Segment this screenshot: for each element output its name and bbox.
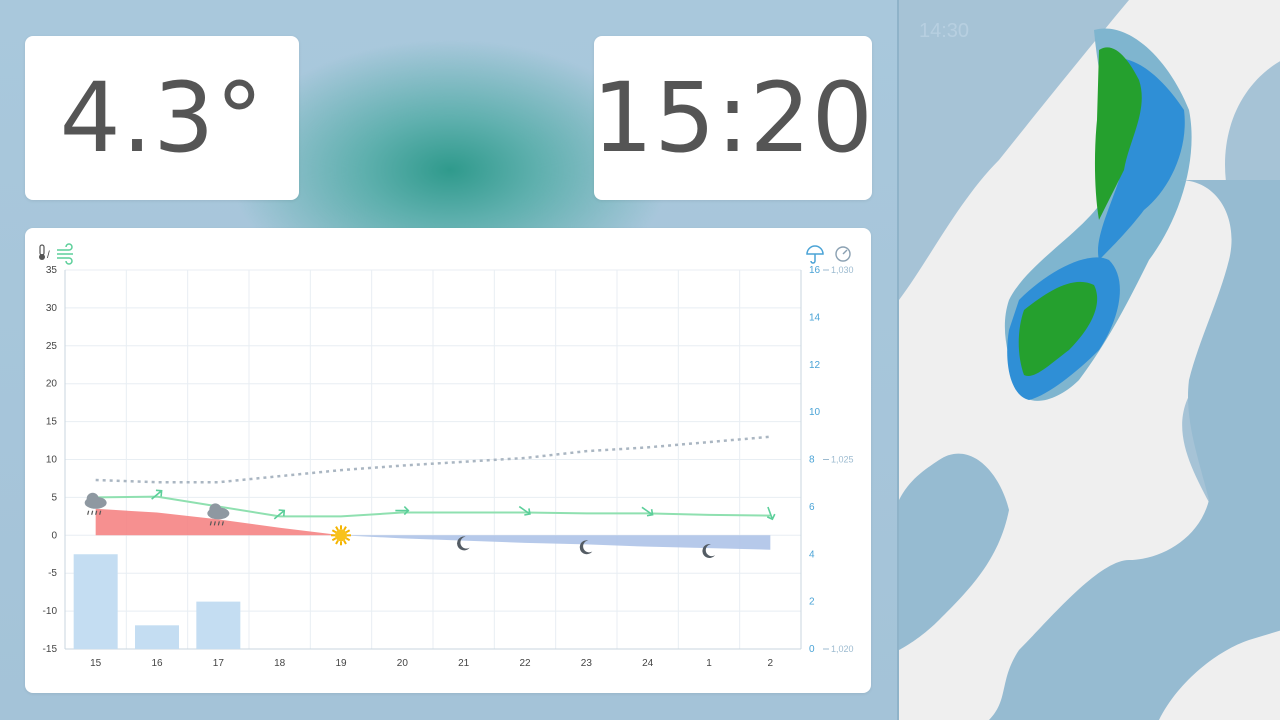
rain-drop [221, 521, 224, 526]
wind-speed-line [95, 495, 771, 518]
rain-drop [91, 510, 94, 515]
arrow-shape [641, 506, 654, 517]
arrow-s-icon [766, 506, 776, 521]
x-tick-label: 2 [768, 658, 774, 669]
sun-ray [331, 537, 337, 542]
sun-ray [343, 526, 347, 531]
wind-icon [57, 243, 73, 265]
arrow-ne-icon [151, 489, 163, 500]
arrow-shape [766, 506, 776, 521]
forecast-chart: / 35302520151050-5-10-1516141210864201,0… [39, 243, 854, 669]
current-time: 15:20 [592, 62, 874, 174]
current-temperature: 4.3° [59, 62, 265, 174]
x-tick-label: 24 [642, 658, 654, 669]
y-tick-label: 10 [46, 455, 58, 466]
radar-timestamp: 14:30 [919, 20, 970, 42]
arrow-shape [395, 505, 410, 516]
cloud-shape [86, 492, 99, 505]
sun-ray [345, 537, 351, 542]
arrow-shape [518, 505, 531, 516]
rain-drop [95, 510, 98, 515]
precip-bar [135, 625, 179, 649]
precip-tick-label: 6 [809, 502, 815, 513]
clock-card: 15:20 [592, 36, 874, 200]
forecast-chart-card: / 35 30 25 20 15 10 5 0 -5 -10 -15 16 14 12 10 8 6 4 2 0 1,0… [25, 228, 871, 693]
pressure-tick-label: 1,030 [831, 265, 854, 275]
precip-bar [73, 554, 118, 649]
precip-tick-label: 14 [809, 312, 821, 323]
y-tick-label: 35 [46, 265, 58, 276]
radar-map[interactable]: 14:30 [897, 0, 1280, 720]
rain-cloud-icon [207, 503, 230, 526]
pressure-tick-label: 1,025 [831, 455, 854, 465]
precip-bar [196, 601, 241, 649]
precip-tick-label: 4 [809, 549, 815, 560]
rain-cloud-icon [84, 492, 107, 515]
sun-ray [331, 529, 337, 534]
temperature-area-positive [95, 508, 342, 536]
rain-drop [99, 510, 102, 515]
temperature-card: 4.3° [25, 36, 299, 200]
arrow-se-icon [641, 506, 654, 517]
pressure-tick-label: 1,020 [831, 644, 854, 654]
pressure-line [95, 435, 771, 484]
x-tick-label: 1 [706, 658, 712, 669]
x-tick-label: 23 [581, 658, 593, 669]
y-tick-label: 30 [46, 303, 58, 314]
arrow-se-icon [518, 505, 531, 516]
precip-tick-label: 0 [809, 644, 815, 655]
x-tick-label: 17 [213, 658, 225, 669]
pressure-gauge-icon [835, 246, 851, 262]
umbrella-icon [806, 245, 824, 264]
icon-separator: / [47, 250, 50, 261]
y-tick-label: -5 [48, 568, 57, 579]
y-tick-label: -10 [43, 606, 58, 617]
x-tick-label: 22 [519, 658, 531, 669]
precip-tick-label: 8 [809, 455, 815, 466]
x-tick-label: 19 [335, 658, 347, 669]
moon-shape [702, 543, 715, 558]
radar-map-image [899, 0, 1280, 720]
rain-drop [213, 521, 216, 526]
y-tick-label: 0 [51, 530, 57, 541]
x-tick-label: 21 [458, 658, 470, 669]
cloud-shape [209, 503, 222, 516]
y-tick-label: -15 [43, 644, 58, 655]
arrow-ne-icon [273, 509, 286, 520]
y-tick-label: 5 [51, 492, 57, 503]
precip-tick-label: 16 [809, 265, 821, 276]
arrow-e-icon [395, 505, 410, 516]
rain-drop [209, 521, 212, 526]
y-tick-label: 20 [46, 379, 58, 390]
y-tick-label: 25 [46, 341, 58, 352]
sun-ray [335, 526, 339, 531]
y-tick-label: 15 [46, 417, 58, 428]
rain-drop [217, 521, 220, 526]
sun-icon [331, 525, 351, 546]
arrow-shape [151, 489, 163, 500]
precip-tick-label: 12 [809, 360, 821, 371]
sun-ray [345, 529, 351, 534]
moon-icon [702, 543, 715, 558]
thermometer-icon [39, 244, 45, 260]
moon-icon [579, 540, 593, 555]
sun-ray [335, 539, 339, 545]
sun-disc [335, 529, 347, 542]
precip-tick-label: 10 [809, 407, 821, 418]
sun-ray [343, 539, 347, 545]
arrow-shape [273, 509, 286, 520]
rain-drop [87, 510, 90, 515]
x-tick-label: 15 [90, 658, 102, 669]
moon-shape [457, 536, 470, 551]
moon-icon [457, 536, 470, 551]
temperature-area-negative [157, 535, 771, 550]
moon-shape [579, 540, 593, 555]
precip-tick-label: 2 [809, 597, 815, 608]
x-tick-label: 16 [151, 658, 163, 669]
x-tick-label: 20 [397, 658, 409, 669]
x-tick-label: 18 [274, 658, 286, 669]
